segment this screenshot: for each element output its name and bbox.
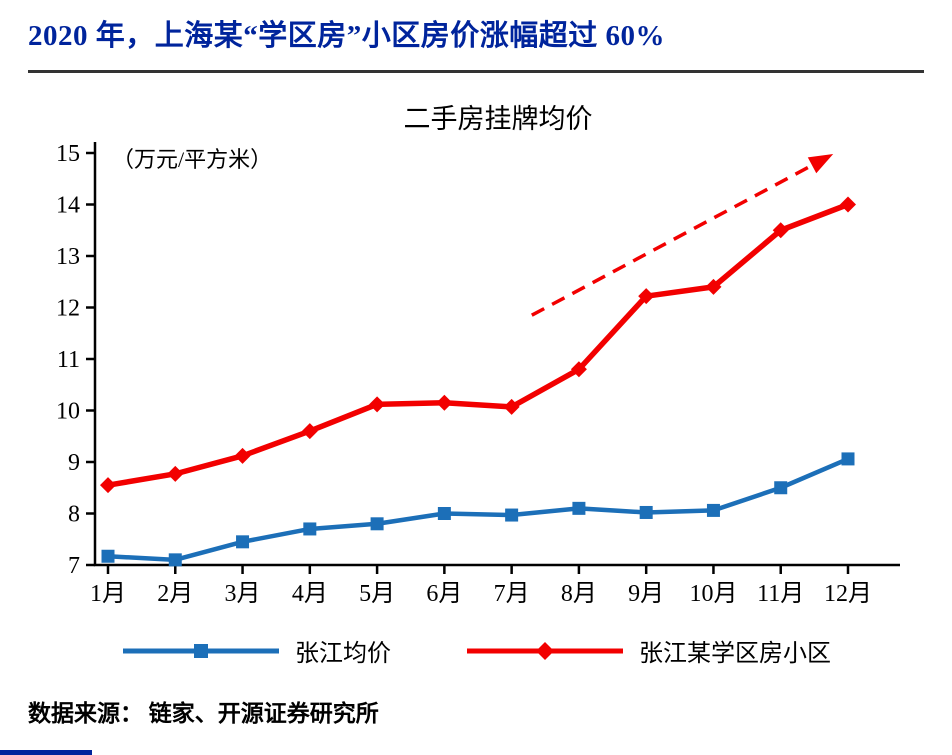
legend-swatch-blue xyxy=(123,643,279,658)
marker-diamond xyxy=(234,447,251,464)
marker-square xyxy=(841,452,855,466)
x-tick-label: 5月 xyxy=(359,581,395,607)
series-line-0 xyxy=(105,456,851,563)
x-tick-label: 11月 xyxy=(757,581,804,607)
y-tick-label: 8 xyxy=(68,502,80,528)
marker-square xyxy=(236,535,250,549)
marker-square xyxy=(370,517,384,531)
data-source: 数据来源： 链家、开源证券研究所 xyxy=(28,701,379,726)
marker-square xyxy=(505,508,519,522)
chart-title: 二手房挂牌均价 xyxy=(403,104,593,134)
x-tick-label: 6月 xyxy=(426,581,462,607)
chart-legend: 张江均价 张江某学区房小区 xyxy=(0,633,952,668)
x-tick-label: 12月 xyxy=(824,581,872,607)
x-tick-label: 2月 xyxy=(157,581,193,607)
marker-diamond xyxy=(436,394,453,411)
y-tick-label: 14 xyxy=(56,193,80,219)
marker-diamond xyxy=(503,398,520,415)
trend-arrow-line xyxy=(530,152,835,317)
marker-diamond xyxy=(167,465,184,482)
axes xyxy=(93,142,900,567)
x-tick-label: 4月 xyxy=(292,581,328,607)
y-tick-label: 9 xyxy=(68,450,80,476)
legend-swatch-red xyxy=(467,641,623,660)
marker-square xyxy=(639,505,653,519)
marker-diamond xyxy=(301,423,318,440)
page-title: 2020 年，上海某“学区房”小区房价涨幅超过 60% xyxy=(28,20,666,52)
trend-arrow-head xyxy=(807,154,834,174)
legend-marker-square xyxy=(194,643,208,658)
x-tick-label: 10月 xyxy=(689,581,737,607)
y-axis-unit-label: （万元/平方米） xyxy=(112,147,273,172)
marker-square xyxy=(101,549,115,563)
marker-diamond xyxy=(638,288,655,305)
marker-square xyxy=(706,503,720,517)
marker-diamond xyxy=(705,278,722,295)
marker-diamond xyxy=(840,196,856,213)
marker-square xyxy=(168,553,182,567)
marker-diamond xyxy=(570,361,587,378)
x-tick-label: 9月 xyxy=(628,581,664,607)
series-line-1 xyxy=(105,201,851,488)
series-markers-1 xyxy=(100,196,856,494)
marker-square xyxy=(303,522,317,536)
marker-diamond xyxy=(369,396,386,413)
legend-item-zhangjiang-average: 张江均价 xyxy=(121,633,391,668)
y-tick-label: 13 xyxy=(56,244,80,270)
marker-diamond xyxy=(772,222,789,239)
marker-diamond xyxy=(100,477,116,494)
x-tick-label: 8月 xyxy=(561,581,597,607)
y-tick-label: 12 xyxy=(56,296,80,322)
legend-label-school-district: 张江某学区房小区 xyxy=(639,641,831,667)
x-tick-label: 7月 xyxy=(494,581,530,607)
y-tick-label: 11 xyxy=(57,347,80,373)
series-markers-0 xyxy=(101,452,855,567)
y-tick-label: 10 xyxy=(56,399,80,425)
legend-marker-diamond xyxy=(536,641,554,660)
footer-rule xyxy=(0,750,92,755)
legend-item-school-district: 张江某学区房小区 xyxy=(465,633,831,668)
marker-square xyxy=(572,501,586,515)
y-tick-label: 7 xyxy=(68,553,80,579)
x-tick-label: 3月 xyxy=(225,581,261,607)
marker-square xyxy=(774,481,788,495)
legend-label-zhangjiang-average: 张江均价 xyxy=(295,641,391,667)
x-tick-label: 1月 xyxy=(90,581,126,607)
marker-square xyxy=(437,507,451,520)
title-underline xyxy=(28,70,924,73)
y-tick-label: 15 xyxy=(56,141,80,167)
